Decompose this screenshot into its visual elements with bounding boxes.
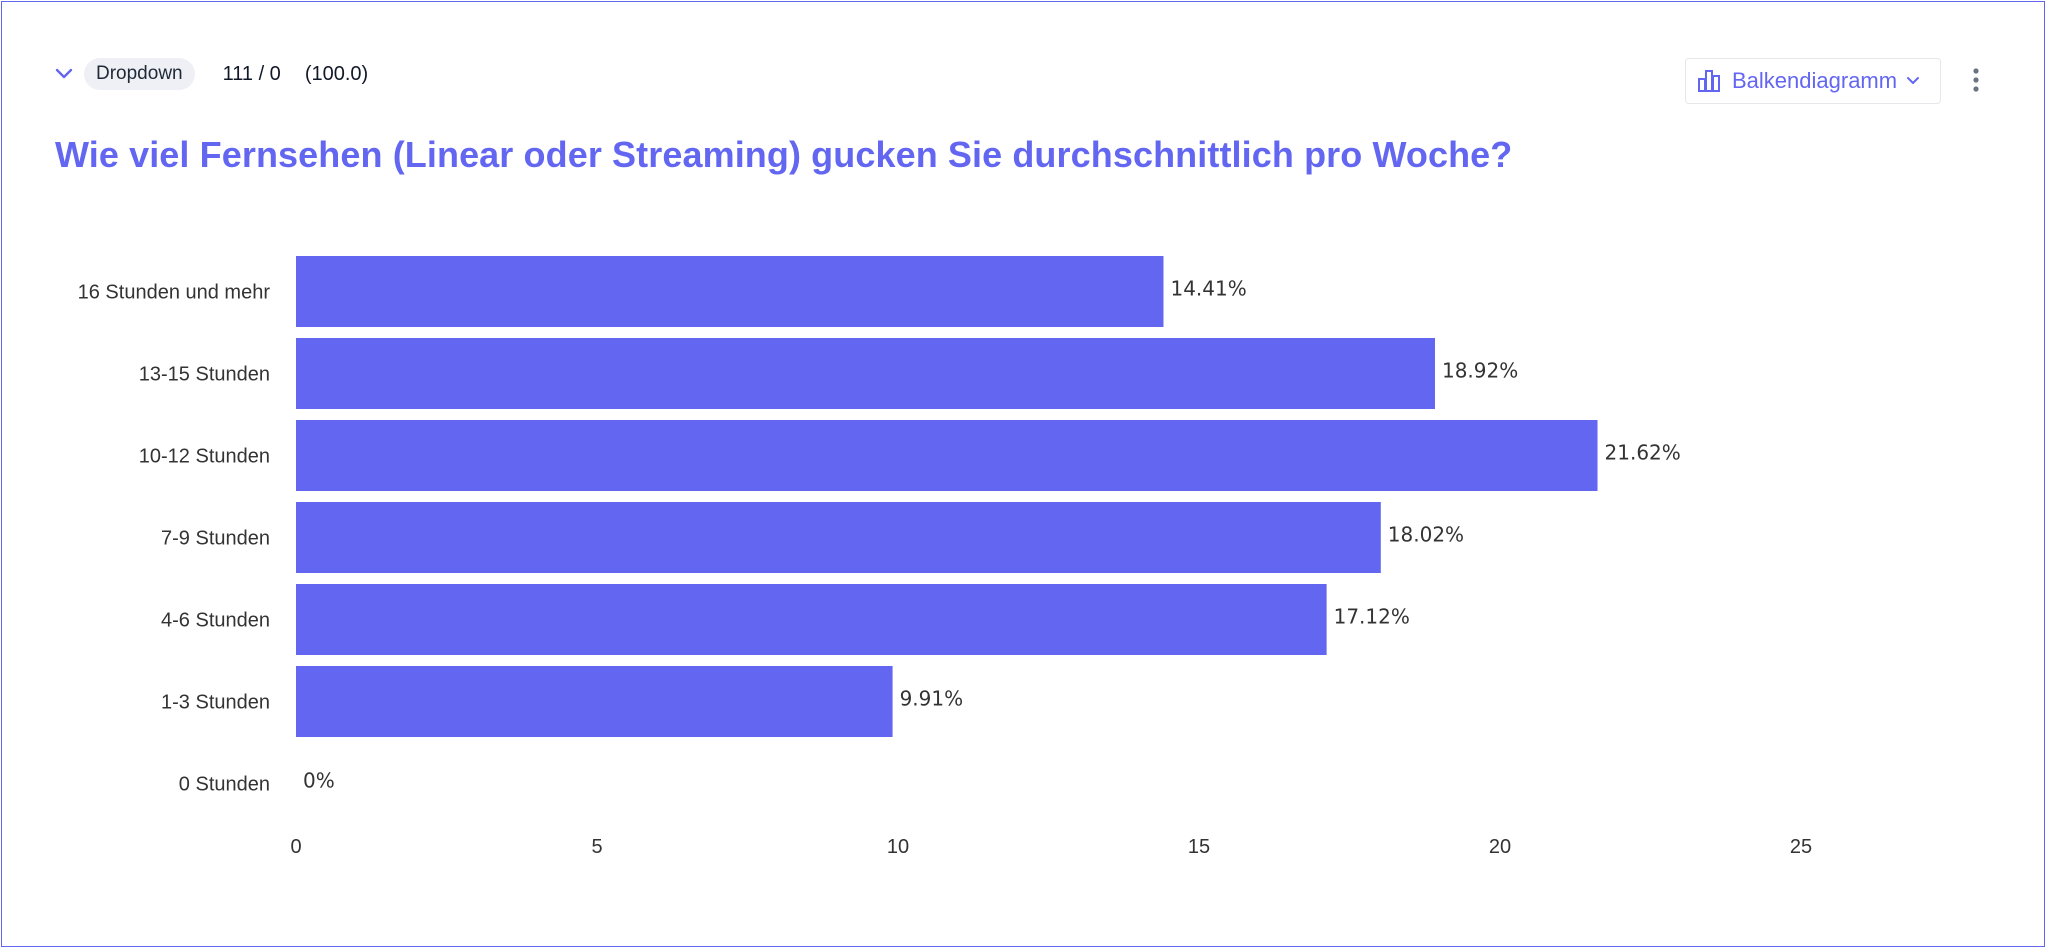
chevron-down-icon[interactable] — [54, 64, 74, 84]
response-percent: (100.0) — [304, 62, 369, 85]
bar — [296, 584, 1327, 655]
x-tick-label: 15 — [1188, 836, 1210, 858]
x-tick-label: 0 — [290, 836, 301, 858]
x-tick-label: 25 — [1790, 836, 1812, 858]
x-tick-label: 5 — [591, 836, 602, 858]
category-label: 16 Stunden und mehr — [78, 282, 271, 304]
bar — [296, 502, 1381, 573]
bar — [296, 256, 1164, 327]
value-label: 21.62% — [1605, 441, 1681, 465]
response-counts: 111 / 0 — [222, 62, 281, 85]
value-label: 9.91% — [900, 687, 964, 711]
value-label: 17.12% — [1334, 605, 1410, 629]
value-label: 0% — [303, 769, 335, 793]
category-label: 0 Stunden — [179, 774, 270, 796]
category-label: 13-15 Stunden — [139, 364, 270, 386]
chart-type-dropdown[interactable]: Balkendiagramm — [1685, 58, 1941, 104]
bar — [296, 420, 1598, 491]
value-label: 18.92% — [1442, 359, 1518, 383]
question-meta-bar: Dropdown 111 / 0 (100.0) — [54, 57, 368, 91]
category-label: 4-6 Stunden — [161, 610, 270, 632]
value-label: 14.41% — [1170, 277, 1246, 301]
value-label: 18.02% — [1388, 523, 1464, 547]
chart-title: Wie viel Fernsehen (Linear oder Streamin… — [55, 134, 1513, 175]
bar-chart-icon — [1698, 70, 1720, 92]
more-vertical-icon[interactable] — [1964, 64, 1988, 96]
category-label: 10-12 Stunden — [139, 446, 270, 468]
question-type-badge: Dropdown — [84, 58, 195, 90]
bar — [296, 666, 893, 737]
category-label: 1-3 Stunden — [161, 692, 270, 714]
x-tick-label: 20 — [1489, 836, 1511, 858]
chart-type-label: Balkendiagramm — [1732, 68, 1898, 93]
bar — [296, 338, 1435, 409]
x-tick-label: 10 — [887, 836, 909, 858]
chevron-down-icon — [1907, 77, 1920, 84]
category-label: 7-9 Stunden — [161, 528, 270, 550]
